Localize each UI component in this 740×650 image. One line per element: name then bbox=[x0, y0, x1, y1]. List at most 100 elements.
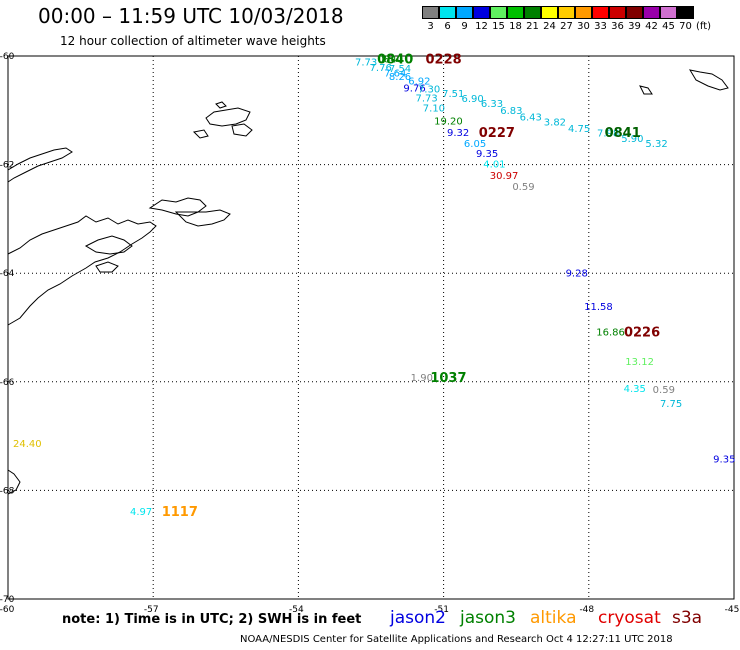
wave-height-value: 9.28 bbox=[566, 269, 588, 280]
colorbar-swatch bbox=[677, 6, 694, 19]
satellite-legend-cryosat: cryosat bbox=[598, 608, 661, 628]
wave-height-value: 5.32 bbox=[645, 139, 667, 150]
coastline bbox=[231, 123, 253, 137]
wave-height-value: 7.51 bbox=[442, 89, 464, 100]
colorbar-swatch bbox=[439, 6, 456, 19]
wave-height-value: 4.97 bbox=[130, 507, 152, 518]
satellite-legend-jason3: jason3 bbox=[460, 608, 516, 628]
coastline bbox=[7, 215, 157, 326]
wave-height-value: 9.32 bbox=[447, 128, 469, 139]
footer-credit: NOAA/NESDIS Center for Satellite Applica… bbox=[240, 634, 673, 645]
colorbar-label: 6 bbox=[444, 21, 451, 32]
colorbar-swatch bbox=[660, 6, 677, 19]
wave-height-value: 3.82 bbox=[544, 118, 566, 129]
wave-height-value: 0.59 bbox=[512, 182, 534, 193]
colorbar-label: 45 bbox=[662, 21, 675, 32]
satellite-legend-altika: altika bbox=[530, 608, 577, 628]
footer-note: note: 1) Time is in UTC; 2) SWH is in fe… bbox=[62, 612, 362, 627]
colorbar-label: 27 bbox=[560, 21, 573, 32]
wave-height-value: 6.33 bbox=[481, 99, 503, 110]
wave-height-value: 24.40 bbox=[13, 439, 42, 450]
wave-height-value: 7.10 bbox=[423, 104, 445, 115]
colorbar-label: 33 bbox=[594, 21, 607, 32]
colorbar-swatch bbox=[626, 6, 643, 19]
pass-time-label: 0227 bbox=[479, 126, 515, 141]
pass-time-label: 1117 bbox=[162, 505, 198, 520]
colorbar-label: 30 bbox=[577, 21, 590, 32]
coastline bbox=[7, 147, 73, 183]
coastline bbox=[192, 129, 209, 139]
y-tick-label: -64 bbox=[0, 269, 15, 279]
coastline bbox=[148, 197, 207, 217]
satellite-legend-jason2: jason2 bbox=[390, 608, 446, 628]
wave-height-value: 30.97 bbox=[490, 171, 519, 182]
colorbar-label: 24 bbox=[543, 21, 556, 32]
x-tick-label: -54 bbox=[289, 605, 304, 615]
pass-time-label: 1037 bbox=[430, 371, 466, 386]
coastline bbox=[7, 469, 21, 495]
map-subtitle: 12 hour collection of altimeter wave hei… bbox=[60, 34, 326, 48]
wave-height-value: 8.26 bbox=[389, 72, 411, 83]
wave-height-value: 11.58 bbox=[584, 302, 613, 313]
wave-height-value: 16.86 bbox=[596, 327, 625, 338]
wave-height-value: 9.35 bbox=[713, 454, 735, 465]
colorbar-label: 18 bbox=[509, 21, 522, 32]
map-frame bbox=[7, 55, 735, 600]
coastline bbox=[639, 85, 653, 95]
wave-height-value: 5.90 bbox=[621, 134, 643, 145]
wave-height-value: 7.54 bbox=[389, 64, 411, 75]
x-tick-label: -51 bbox=[434, 605, 449, 615]
coastline bbox=[84, 235, 133, 255]
wave-height-value: 7.76 bbox=[370, 63, 392, 74]
wave-height-value: 13.12 bbox=[625, 357, 654, 368]
satellite-legend-s3a: s3a bbox=[672, 608, 703, 628]
colorbar-swatch bbox=[575, 6, 592, 19]
coastline bbox=[174, 209, 231, 227]
pass-time-label: 0226 bbox=[624, 325, 660, 340]
wave-height-value: 1.90 bbox=[411, 373, 433, 384]
colorbar-label: 36 bbox=[611, 21, 624, 32]
wave-height-value: 19.20 bbox=[434, 117, 463, 128]
wave-height-value: 6.92 bbox=[408, 76, 430, 87]
colorbar-label: 70 bbox=[679, 21, 692, 32]
coastline bbox=[205, 107, 251, 127]
wave-height-value: 6.05 bbox=[464, 139, 486, 150]
wave-height-value: 7.30 bbox=[418, 85, 440, 96]
colorbar-label: 42 bbox=[645, 21, 658, 32]
y-tick-label: -60 bbox=[0, 52, 15, 62]
colorbar-label: 39 bbox=[628, 21, 641, 32]
colorbar-swatch bbox=[524, 6, 541, 19]
y-tick-label: -70 bbox=[0, 595, 15, 605]
coastline bbox=[215, 101, 227, 109]
y-tick-label: -66 bbox=[0, 378, 15, 388]
colorbar-unit: (ft) bbox=[696, 21, 712, 32]
wave-height-value: 6.43 bbox=[520, 112, 542, 123]
pass-time-label: 0228 bbox=[426, 53, 462, 68]
coastline bbox=[95, 261, 119, 273]
x-tick-label: -48 bbox=[579, 605, 594, 615]
wave-height-value: 6.83 bbox=[500, 106, 522, 117]
pass-time-label: 0841 bbox=[605, 126, 641, 141]
wave-height-value: 7.64 bbox=[384, 68, 406, 79]
colorbar-label: 3 bbox=[427, 21, 434, 32]
wave-height-value: 4.75 bbox=[568, 124, 590, 135]
y-tick-label: -62 bbox=[0, 161, 14, 171]
x-tick-label: -57 bbox=[144, 605, 159, 615]
wave-height-value: 7.75 bbox=[660, 399, 682, 410]
colorbar-swatch bbox=[592, 6, 609, 19]
wave-height-value: 7.98 bbox=[597, 129, 619, 140]
wave-height-value: 4.01 bbox=[483, 160, 505, 171]
colorbar-swatch bbox=[473, 6, 490, 19]
colorbar-swatch bbox=[507, 6, 524, 19]
wave-height-value: 7.73 bbox=[416, 93, 438, 104]
wave-height-value: 0840 bbox=[378, 55, 403, 66]
x-tick-label: -45 bbox=[725, 605, 740, 615]
colorbar-swatch bbox=[541, 6, 558, 19]
colorbar-label: 21 bbox=[526, 21, 539, 32]
wave-height-value: 0.59 bbox=[653, 385, 675, 396]
colorbar-swatch bbox=[490, 6, 507, 19]
map-title: 00:00 – 11:59 UTC 10/03/2018 bbox=[38, 4, 344, 28]
colorbar-label: 15 bbox=[492, 21, 505, 32]
wave-height-value: 9.76 bbox=[403, 83, 425, 94]
